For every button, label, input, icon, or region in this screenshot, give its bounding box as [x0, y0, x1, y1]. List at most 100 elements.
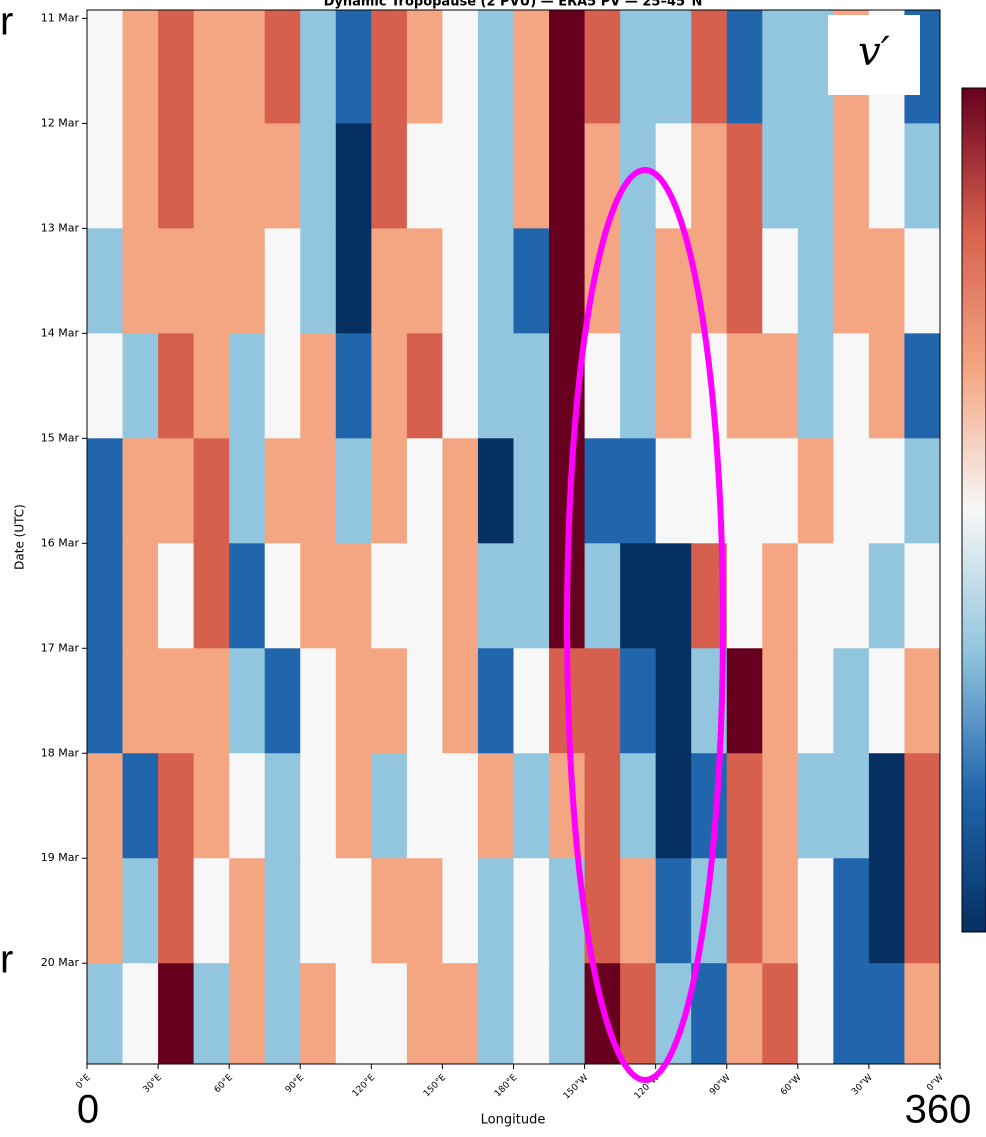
cell: [335, 10, 372, 124]
cell: [335, 123, 372, 229]
cell: [122, 123, 159, 229]
cell: [158, 123, 195, 229]
cell: [620, 963, 657, 1065]
cell: [229, 963, 266, 1065]
cell: [87, 648, 124, 754]
cell: [513, 333, 550, 439]
cell: [158, 10, 195, 124]
cell: [833, 753, 870, 859]
cell: [158, 858, 195, 964]
y-tick-label: 18 Mar: [41, 746, 80, 759]
cell: [229, 543, 266, 649]
cell: [264, 10, 301, 124]
cell: [158, 753, 195, 859]
cell: [229, 10, 266, 124]
cell: [868, 963, 905, 1065]
cell: [442, 858, 479, 964]
cell: [584, 648, 621, 754]
cell: [87, 123, 124, 229]
cell: [904, 858, 941, 964]
cell: [406, 333, 443, 439]
cell: [335, 228, 372, 334]
cell: [726, 228, 763, 334]
cell: [513, 10, 550, 124]
cell: [833, 438, 870, 544]
cell: [762, 123, 799, 229]
cell: [868, 228, 905, 334]
cell: [158, 438, 195, 544]
cell: [122, 438, 159, 544]
cell: [122, 333, 159, 439]
cell: [264, 543, 301, 649]
cell: [229, 858, 266, 964]
cell: [87, 858, 124, 964]
cell: [904, 228, 941, 334]
cell: [726, 753, 763, 859]
cell: [904, 963, 941, 1065]
cell: [726, 543, 763, 649]
cell: [513, 753, 550, 859]
cell: [797, 438, 834, 544]
cell: [797, 858, 834, 964]
cell: [371, 963, 408, 1065]
cell: [868, 123, 905, 229]
cell: [762, 963, 799, 1065]
cell: [371, 228, 408, 334]
cell: [193, 543, 230, 649]
cell: [335, 543, 372, 649]
cell: [122, 10, 159, 124]
cell: [406, 543, 443, 649]
cell: [904, 648, 941, 754]
cell: [335, 753, 372, 859]
cell: [122, 543, 159, 649]
cell: [264, 333, 301, 439]
cell: [477, 123, 514, 229]
cell: [797, 648, 834, 754]
cell: [264, 648, 301, 754]
y-axis-label: Date (UTC): [13, 504, 27, 570]
cell: [442, 228, 479, 334]
cell: [158, 333, 195, 439]
cell: [868, 858, 905, 964]
cell: [655, 753, 692, 859]
cell: [229, 228, 266, 334]
cell: [620, 648, 657, 754]
cell: [371, 858, 408, 964]
cell: [584, 753, 621, 859]
cell: [691, 10, 728, 124]
cell: [477, 648, 514, 754]
cell: [513, 228, 550, 334]
colorbar: [961, 87, 986, 933]
y-tick-label: 15 Mar: [41, 431, 80, 444]
cell: [655, 10, 692, 124]
cell: [193, 648, 230, 754]
cell: [868, 543, 905, 649]
label-box: [828, 15, 920, 95]
cell: [868, 753, 905, 859]
cell: [904, 333, 941, 439]
cell: [477, 333, 514, 439]
cell: [300, 123, 337, 229]
cell: [904, 753, 941, 859]
cell: [406, 963, 443, 1065]
cell: [584, 438, 621, 544]
cell: [335, 438, 372, 544]
cell: [193, 858, 230, 964]
cell: [833, 543, 870, 649]
cell: [477, 753, 514, 859]
cell: [655, 543, 692, 649]
cell: [691, 963, 728, 1065]
cell: [833, 858, 870, 964]
cell: [549, 963, 586, 1065]
cell: [371, 753, 408, 859]
y-tick-label: 16 Mar: [41, 536, 80, 549]
cell: [726, 648, 763, 754]
cell: [549, 753, 586, 859]
cell: [868, 438, 905, 544]
x-tick-label: 60°W: [779, 1073, 804, 1098]
cell: [122, 963, 159, 1065]
cell: [442, 10, 479, 124]
cell: [691, 123, 728, 229]
highlight-ellipse: [564, 167, 726, 1083]
x-tick-label: 30°E: [142, 1073, 165, 1096]
